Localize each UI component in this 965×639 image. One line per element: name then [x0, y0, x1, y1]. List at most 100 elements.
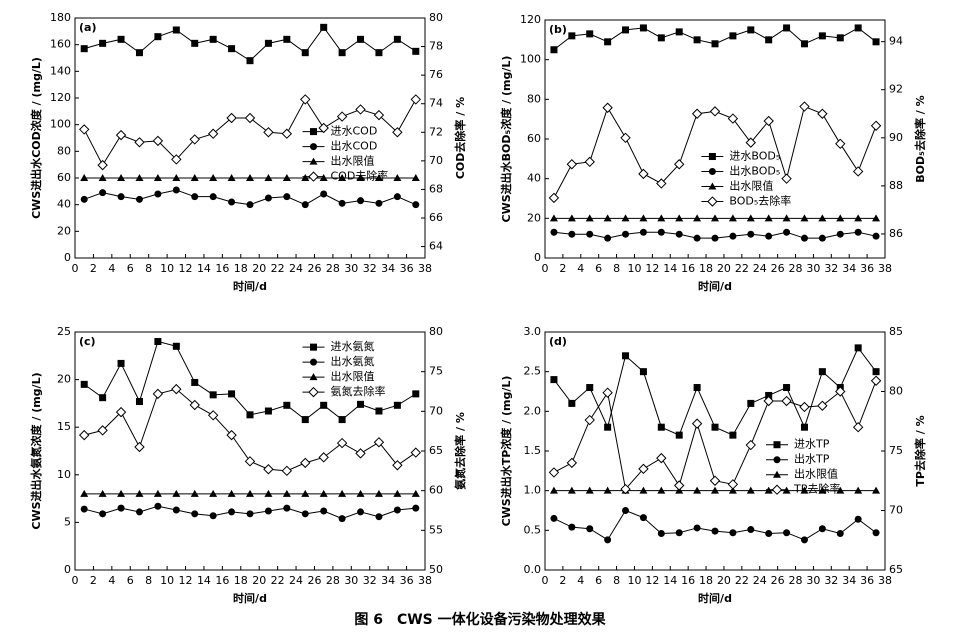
- marker-square: [818, 32, 826, 40]
- marker-diamond: [584, 414, 595, 426]
- marker-circle: [191, 193, 199, 201]
- marker-diamond: [189, 399, 200, 411]
- marker-triangle: [246, 174, 254, 181]
- marker-triangle: [393, 174, 402, 181]
- marker-diamond: [763, 395, 774, 407]
- x-tick-label: 34: [381, 262, 395, 275]
- marker-diamond: [263, 464, 274, 475]
- marker-triangle: [549, 214, 558, 222]
- x-tick-label: 20: [717, 574, 731, 587]
- x-tick-label: 26: [771, 574, 785, 587]
- marker-diamond: [817, 400, 828, 411]
- marker-circle: [135, 195, 143, 203]
- marker-circle: [854, 515, 862, 523]
- marker-triangle: [319, 489, 328, 497]
- x-tick-label: 14: [197, 574, 211, 587]
- legend-label: 出水COD: [331, 139, 378, 153]
- x-tick-label: 6: [595, 574, 602, 587]
- marker-square: [301, 49, 309, 57]
- x-tick-label: 0: [542, 262, 549, 275]
- marker-square: [622, 352, 630, 360]
- x-tick-label: 28: [326, 574, 340, 587]
- marker-triangle: [746, 486, 755, 494]
- marker-diamond: [709, 475, 721, 486]
- marker-square: [604, 423, 612, 431]
- marker-triangle: [585, 486, 594, 494]
- marker-square: [818, 368, 826, 376]
- y2-tick-label: 92: [889, 83, 903, 96]
- x-tick-label: 36: [860, 574, 874, 587]
- marker-circle: [586, 525, 594, 533]
- y-tick-label: 40: [527, 172, 541, 185]
- x-tick-label: 18: [699, 574, 713, 587]
- marker-circle: [675, 529, 683, 537]
- marker-square: [872, 368, 880, 376]
- marker-triangle: [818, 214, 827, 222]
- marker-triangle: [872, 486, 881, 494]
- marker-square: [412, 390, 420, 398]
- marker-diamond: [584, 156, 595, 168]
- legend-marker: [308, 171, 319, 182]
- x-tick-label: 2: [90, 574, 97, 587]
- x-tick-label: 36: [400, 574, 414, 587]
- marker-circle: [320, 190, 328, 198]
- marker-diamond: [566, 457, 578, 469]
- y-tick-label: 10: [57, 468, 71, 481]
- y-tick-label: 0: [64, 563, 71, 576]
- y2-tick-label: 65: [429, 444, 443, 457]
- marker-square: [154, 338, 162, 346]
- x-tick-label: 24: [753, 574, 767, 587]
- marker-triangle: [639, 486, 648, 494]
- x-tick-label: 8: [145, 262, 152, 275]
- marker-triangle: [393, 489, 402, 497]
- marker-circle: [657, 530, 665, 538]
- marker-square: [783, 24, 791, 32]
- marker-diamond: [799, 101, 810, 112]
- x-axis-label: 时间/d: [698, 591, 732, 605]
- marker-triangle: [657, 486, 666, 494]
- marker-square: [264, 407, 272, 415]
- marker-triangle: [98, 174, 107, 181]
- y-tick-label: 60: [57, 171, 71, 184]
- marker-triangle: [338, 174, 347, 181]
- marker-diamond: [189, 134, 200, 145]
- marker-diamond: [392, 127, 403, 138]
- marker-circle: [338, 515, 346, 523]
- marker-circle: [301, 201, 309, 209]
- y2-tick-label: 78: [429, 40, 443, 53]
- marker-triangle: [836, 214, 845, 222]
- marker-diamond: [263, 127, 274, 138]
- y-tick-label: 160: [50, 38, 71, 51]
- marker-square: [854, 24, 862, 32]
- x-tick-label: 30: [344, 574, 358, 587]
- y-tick-label: 25: [57, 325, 71, 338]
- marker-triangle: [854, 214, 863, 222]
- marker-square: [172, 342, 180, 350]
- y2-tick-label: 85: [889, 325, 903, 338]
- x-tick-label: 10: [627, 574, 641, 587]
- marker-diamond: [799, 401, 810, 413]
- marker-circle: [604, 234, 612, 242]
- legend-label: 进水氨氮: [331, 339, 375, 353]
- marker-square: [729, 431, 737, 439]
- marker-square: [639, 24, 647, 32]
- marker-square: [191, 39, 199, 47]
- x-tick-label: 32: [363, 574, 377, 587]
- marker-square: [117, 35, 125, 43]
- marker-triangle: [746, 214, 755, 222]
- marker-diamond: [79, 124, 90, 135]
- x-tick-label: 24: [289, 262, 303, 275]
- y-tick-label: 5: [64, 515, 71, 528]
- y-axis-label: CWS进出水氨氮浓度 / (mg/L): [29, 372, 43, 529]
- x-tick-label: 32: [824, 574, 838, 587]
- marker-square: [154, 33, 162, 41]
- marker-circle: [711, 527, 719, 535]
- legend-label: 出水限值: [794, 467, 838, 481]
- marker-diamond: [602, 387, 613, 398]
- marker-diamond: [115, 406, 127, 418]
- y2-tick-label: 75: [889, 444, 903, 457]
- marker-square: [338, 416, 346, 424]
- marker-diamond: [745, 439, 756, 451]
- marker-square: [568, 32, 576, 40]
